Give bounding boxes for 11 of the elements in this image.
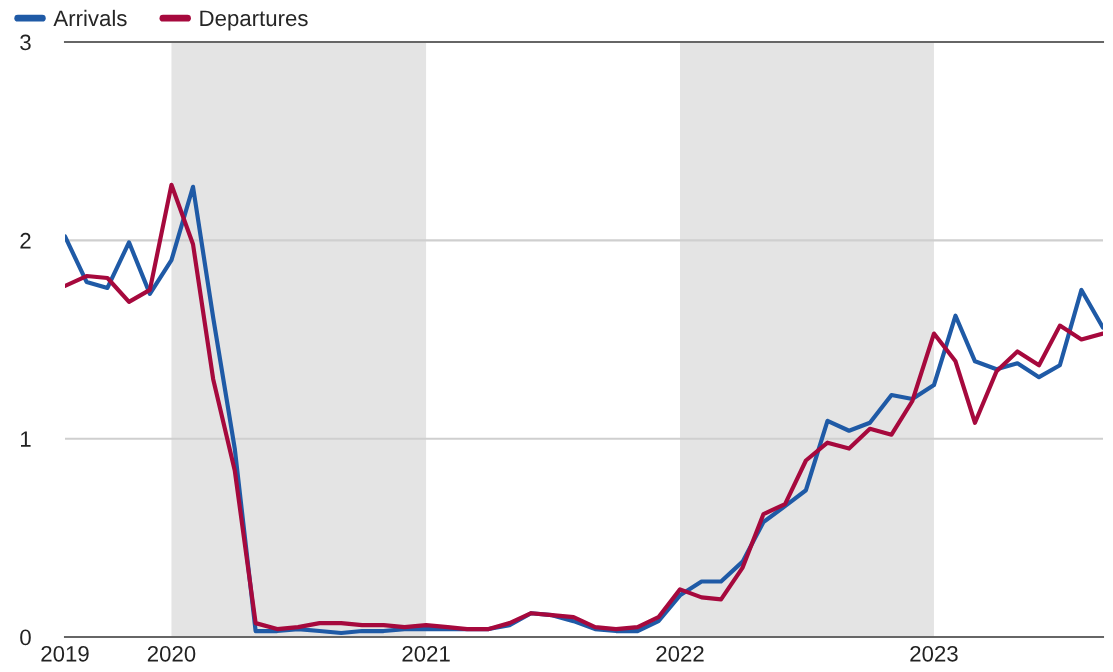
y-tick-label: 2 xyxy=(20,232,31,249)
x-tick-label: 2019 xyxy=(41,645,89,662)
x-tick-label: 2023 xyxy=(910,645,958,662)
x-tick-label: 2021 xyxy=(402,645,450,662)
y-tick-label: 1 xyxy=(21,431,31,447)
legend-label: Departures xyxy=(200,10,308,31)
x-tick-label: 2020 xyxy=(147,645,196,662)
y-tick-label: 0 xyxy=(20,629,31,646)
y-tick-label: 3 xyxy=(20,34,31,51)
x-tick-label: 2022 xyxy=(656,645,704,662)
legend-label: Arrivals xyxy=(53,9,127,27)
